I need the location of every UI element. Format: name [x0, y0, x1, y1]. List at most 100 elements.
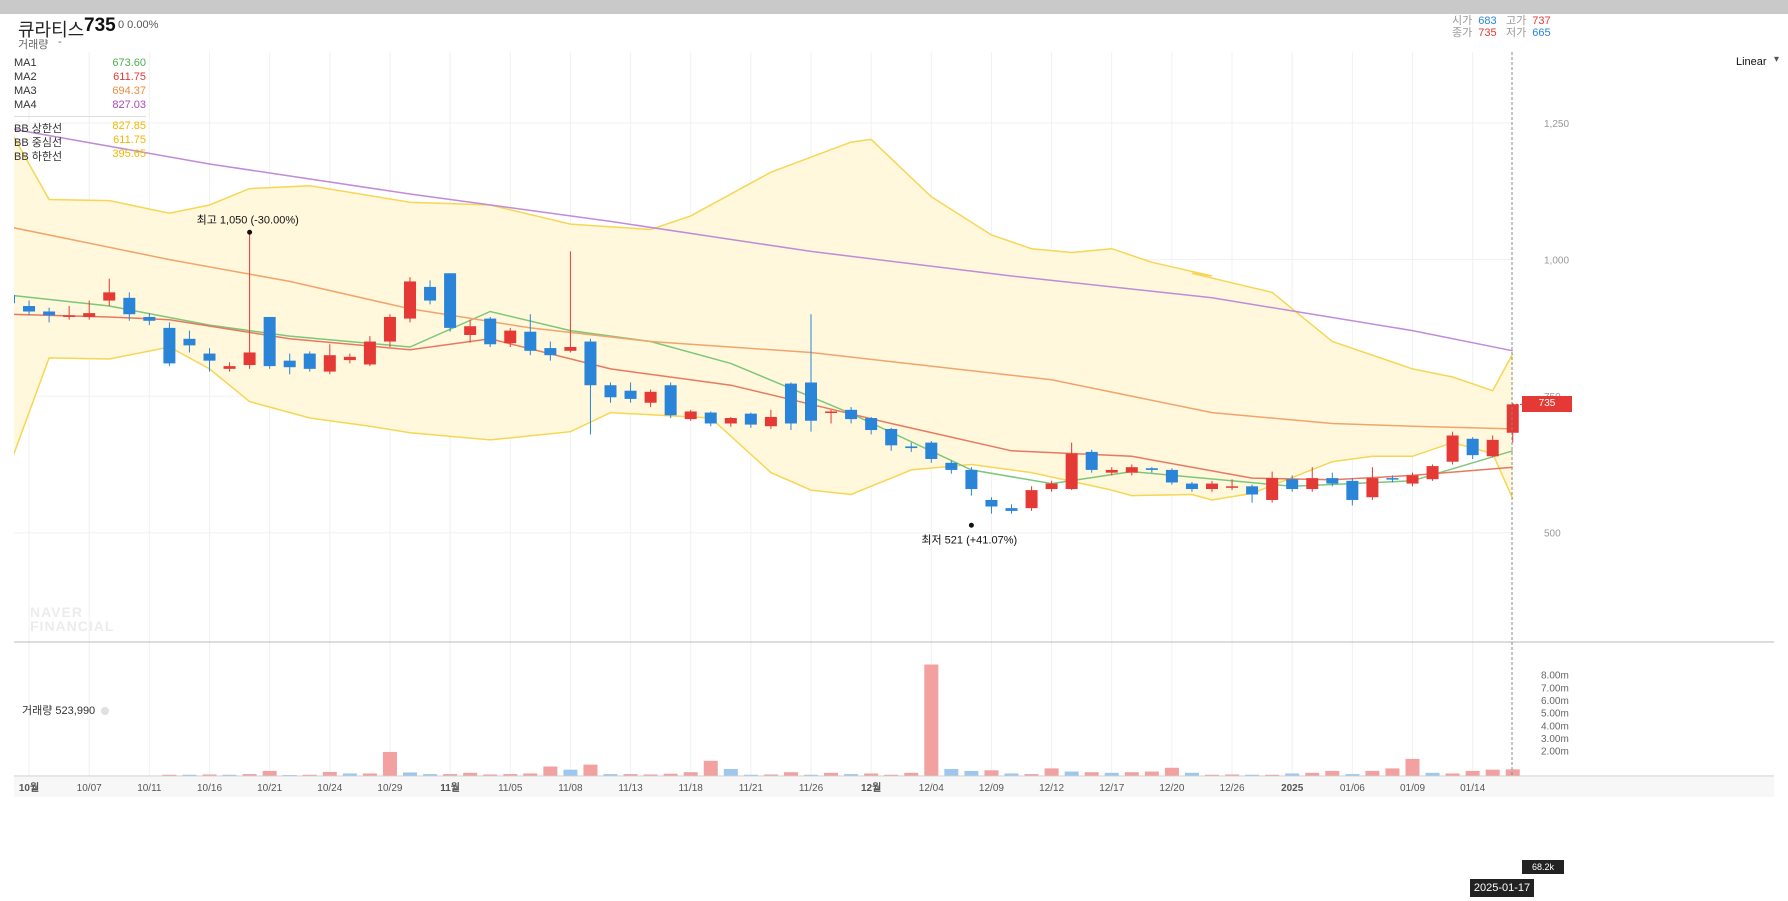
x-tick-label: 10/11	[137, 783, 162, 794]
volume-bar	[1345, 774, 1360, 776]
volume-bar	[683, 772, 698, 776]
legend-value: 611.75	[113, 71, 146, 83]
volume-y-tick-label: 6.00m	[1541, 696, 1569, 707]
candle-body	[363, 341, 376, 365]
candle-body	[263, 316, 276, 367]
legend-row[interactable]: MA3 694.37	[14, 85, 146, 99]
x-tick-label: 12/20	[1159, 783, 1184, 794]
candle-body	[704, 412, 717, 424]
volume-bar	[1325, 770, 1340, 776]
candle-body	[1466, 438, 1479, 456]
logo-line-2: FINANCIAL	[30, 618, 115, 634]
candle-body	[805, 382, 817, 421]
candle-body	[1306, 478, 1319, 490]
candle-body	[1065, 453, 1078, 490]
candle-body	[965, 469, 978, 490]
close-label: 종가	[1452, 27, 1473, 39]
candle-body	[424, 286, 437, 301]
x-tick-label: 01/06	[1340, 783, 1365, 794]
x-tick-label: 11/05	[498, 783, 523, 794]
volume-bar	[1385, 768, 1400, 776]
volume-bar	[1084, 772, 1099, 776]
volume-label: 거래량	[18, 39, 49, 51]
candle-body	[1226, 486, 1239, 488]
candle-body	[1125, 467, 1138, 473]
candle-body	[504, 330, 517, 344]
settings-dot-icon[interactable]	[101, 707, 110, 716]
candle-body	[83, 313, 96, 317]
candle-body	[183, 338, 196, 346]
candle-body	[43, 311, 56, 316]
x-axis-background	[14, 777, 1774, 797]
candle-body	[1085, 451, 1098, 470]
low-annotation: 최저 521 (+41.07%)	[921, 533, 1017, 546]
x-tick-label: 10/21	[257, 783, 282, 794]
high-value: 737	[1532, 15, 1551, 27]
candle-body	[1426, 466, 1439, 480]
naver-financial-logo: NAVER FINANCIAL	[30, 605, 114, 633]
volume-bar	[663, 773, 678, 776]
candle-body	[343, 356, 356, 361]
legend-value: 694.37	[112, 85, 146, 97]
stock-price: 735	[84, 15, 116, 36]
top-bar	[0, 0, 1788, 14]
ohlc-open: 시가 683	[1452, 12, 1497, 28]
x-tick-label: 10/07	[77, 783, 102, 794]
candle-body	[1045, 483, 1058, 490]
volume-bar	[904, 772, 919, 776]
candle-body	[303, 353, 316, 369]
x-tick-label: 12/12	[1039, 783, 1064, 794]
high-marker-dot	[247, 229, 253, 235]
volume-bar	[964, 770, 979, 776]
chevron-down-icon[interactable]: ▾	[1774, 54, 1780, 65]
legend-row[interactable]: BB 하한선 395.65	[14, 148, 146, 163]
volume-y-tick-label: 8.00m	[1541, 671, 1569, 682]
chart-area[interactable]: 최고 1,050 (-30.00%) 최저 521 (+41.07%) 1,250 1…	[14, 52, 1779, 901]
candle-body	[1346, 480, 1359, 500]
candle-body	[14, 295, 15, 304]
x-tick-label: 01/09	[1400, 783, 1425, 794]
candle-body	[143, 316, 156, 321]
legend-row[interactable]: MA1 673.60	[14, 57, 146, 71]
y-tick-label: 1,250	[1544, 119, 1569, 130]
volume-bar	[443, 774, 458, 776]
legend-row[interactable]: MA2 611.75	[14, 71, 146, 85]
legend-name: BB 하한선	[14, 151, 63, 163]
volume-y-tick-label: 7.00m	[1541, 683, 1569, 694]
volume-bar	[1285, 773, 1300, 776]
legend-name: MA4	[14, 99, 37, 111]
volume-bar	[1064, 771, 1079, 776]
ohlc-close: 종가 735	[1452, 24, 1497, 40]
legend-row[interactable]: BB 상한선 827.85	[14, 120, 146, 135]
x-tick-label: 11/13	[618, 783, 643, 794]
volume-bar	[623, 774, 638, 776]
candle-body	[724, 418, 737, 424]
candle-body	[1185, 483, 1198, 490]
y-tick-label: 500	[1544, 529, 1561, 540]
scale-toggle[interactable]: Linear	[1736, 56, 1767, 68]
chart-header: 큐라티스 735 0 0.00% 거래량 - 시가 683 고가 737 종가 735…	[14, 14, 1774, 53]
volume-bar	[1445, 773, 1460, 776]
volume-bar	[1365, 770, 1380, 776]
legend-name: MA1	[14, 57, 37, 69]
candle-body	[985, 499, 998, 507]
volume-y-tick-label: 3.00m	[1541, 734, 1569, 745]
volume-bar	[1505, 769, 1520, 776]
open-label: 시가	[1452, 15, 1473, 27]
x-tick-label: 12/09	[979, 783, 1004, 794]
candle-body	[564, 347, 577, 351]
x-tick-label: 01/14	[1460, 783, 1485, 794]
candle-body	[945, 462, 958, 470]
volume-bar	[463, 772, 478, 776]
legend-row[interactable]: MA4 827.03	[14, 99, 146, 113]
stock-change: 0 0.00%	[118, 19, 159, 31]
x-tick-label: 10/24	[317, 783, 342, 794]
chart-svg[interactable]: 최고 1,050 (-30.00%) 최저 521 (+41.07%) 1,250 1…	[14, 52, 1774, 901]
volume-bar	[483, 774, 498, 776]
candle-body	[283, 360, 296, 368]
volume-bar	[643, 774, 658, 776]
high-label: 고가	[1506, 15, 1527, 27]
ohlc-high: 고가 737	[1506, 12, 1551, 28]
legend-row[interactable]: BB 중심선 611.75	[14, 134, 146, 149]
volume-bar	[1265, 774, 1280, 776]
